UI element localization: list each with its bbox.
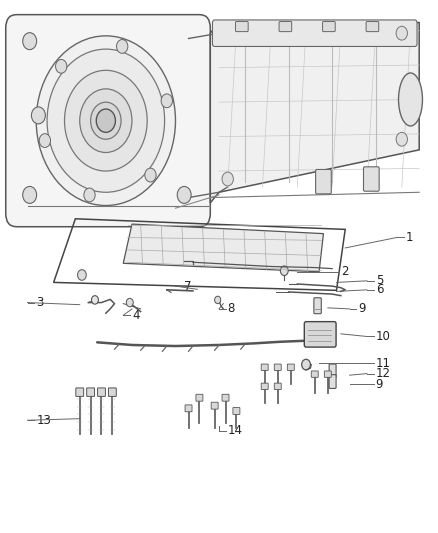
Circle shape [84, 188, 95, 202]
Text: 14: 14 [228, 424, 243, 438]
Text: 1: 1 [406, 231, 413, 244]
Circle shape [39, 134, 50, 148]
Polygon shape [210, 22, 419, 203]
FancyBboxPatch shape [185, 405, 192, 412]
Circle shape [99, 113, 113, 128]
Text: 12: 12 [376, 367, 391, 380]
FancyBboxPatch shape [236, 21, 248, 31]
Text: 8: 8 [228, 302, 235, 316]
FancyBboxPatch shape [261, 383, 268, 390]
FancyBboxPatch shape [222, 394, 229, 401]
FancyBboxPatch shape [311, 371, 318, 377]
FancyBboxPatch shape [364, 167, 379, 191]
FancyBboxPatch shape [76, 388, 84, 397]
FancyBboxPatch shape [274, 364, 281, 370]
Circle shape [215, 296, 221, 304]
FancyBboxPatch shape [304, 321, 336, 347]
Text: 11: 11 [376, 357, 391, 369]
Circle shape [47, 49, 165, 192]
Circle shape [161, 94, 173, 108]
FancyBboxPatch shape [196, 394, 203, 401]
Circle shape [96, 109, 116, 132]
FancyBboxPatch shape [314, 298, 321, 314]
Circle shape [23, 33, 37, 50]
FancyBboxPatch shape [6, 14, 210, 227]
FancyBboxPatch shape [261, 364, 268, 370]
Ellipse shape [399, 73, 423, 126]
Text: 6: 6 [376, 284, 383, 296]
FancyBboxPatch shape [287, 364, 294, 370]
Text: 13: 13 [36, 414, 51, 427]
Circle shape [396, 132, 407, 146]
Circle shape [32, 107, 46, 124]
Text: 4: 4 [132, 309, 139, 322]
FancyBboxPatch shape [211, 402, 218, 409]
FancyBboxPatch shape [322, 21, 335, 31]
Circle shape [91, 102, 121, 139]
FancyBboxPatch shape [109, 388, 116, 397]
Text: 5: 5 [376, 274, 383, 287]
Text: 3: 3 [36, 296, 44, 309]
Circle shape [117, 39, 128, 53]
Circle shape [92, 296, 99, 304]
FancyBboxPatch shape [324, 371, 331, 377]
FancyBboxPatch shape [329, 364, 336, 378]
FancyBboxPatch shape [279, 21, 292, 31]
Text: 9: 9 [376, 378, 383, 391]
Circle shape [222, 172, 233, 186]
Circle shape [78, 270, 86, 280]
Circle shape [80, 89, 132, 152]
Circle shape [126, 298, 133, 307]
Circle shape [302, 359, 311, 370]
Circle shape [64, 70, 147, 171]
Circle shape [280, 266, 288, 276]
Circle shape [23, 187, 37, 204]
FancyBboxPatch shape [98, 388, 106, 397]
FancyBboxPatch shape [233, 408, 240, 415]
FancyBboxPatch shape [87, 388, 95, 397]
FancyBboxPatch shape [329, 375, 336, 389]
Circle shape [56, 60, 67, 73]
FancyBboxPatch shape [366, 21, 379, 31]
FancyBboxPatch shape [316, 169, 331, 194]
Circle shape [145, 168, 156, 182]
Circle shape [396, 26, 407, 40]
Polygon shape [123, 224, 323, 272]
FancyBboxPatch shape [212, 20, 417, 46]
Text: 9: 9 [358, 302, 366, 316]
Text: 7: 7 [184, 280, 192, 293]
Text: 2: 2 [341, 265, 348, 278]
Circle shape [36, 36, 176, 206]
Text: 10: 10 [376, 330, 391, 343]
FancyBboxPatch shape [274, 383, 281, 390]
Circle shape [177, 187, 191, 204]
